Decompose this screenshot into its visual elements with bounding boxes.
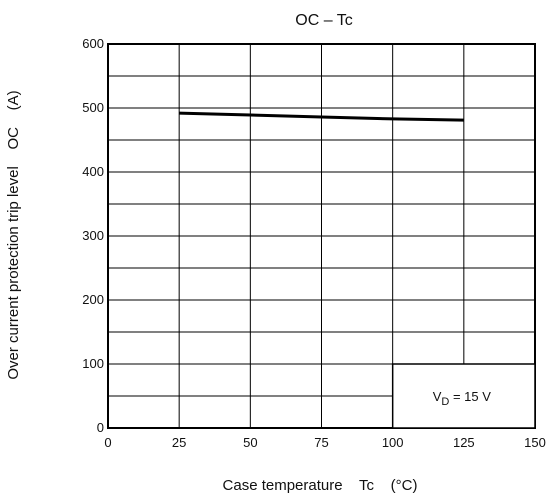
x-tick-label: 25 bbox=[172, 435, 186, 450]
chart-title: OC – Tc bbox=[295, 12, 353, 29]
condition-note-box: VD = 15 V bbox=[391, 363, 536, 429]
y-tick-label: 500 bbox=[82, 100, 104, 115]
condition-note-main: V bbox=[433, 389, 442, 404]
series-line bbox=[179, 111, 464, 122]
x-tick-label: 100 bbox=[382, 435, 404, 450]
condition-note-subscript: D bbox=[441, 396, 449, 408]
x-tick-label: 0 bbox=[104, 435, 111, 450]
x-tick-label: 150 bbox=[524, 435, 546, 450]
y-tick-label: 0 bbox=[97, 420, 104, 435]
plot-frame bbox=[107, 43, 536, 429]
x-tick-label: 50 bbox=[243, 435, 257, 450]
x-axis-label: Case temperature Tc (°C) bbox=[223, 477, 418, 494]
y-axis-label: Over current protection trip level OC (A… bbox=[5, 90, 22, 379]
x-tick-label: 75 bbox=[314, 435, 328, 450]
condition-note-tail: = 15 V bbox=[449, 389, 491, 404]
y-tick-label: 200 bbox=[82, 292, 104, 307]
x-tick-label: 125 bbox=[453, 435, 475, 450]
y-tick-label: 600 bbox=[82, 36, 104, 51]
tick-labels: 0 25 50 75 100 125 150 0 100 200 300 400 500 600 bbox=[82, 36, 546, 450]
y-tick-label: 100 bbox=[82, 356, 104, 371]
grid bbox=[108, 44, 535, 428]
y-tick-label: 400 bbox=[82, 164, 104, 179]
y-tick-label: 300 bbox=[82, 228, 104, 243]
condition-note: VD = 15 V bbox=[433, 389, 492, 408]
condition-note-frame bbox=[391, 363, 536, 429]
series-layer bbox=[179, 111, 464, 122]
